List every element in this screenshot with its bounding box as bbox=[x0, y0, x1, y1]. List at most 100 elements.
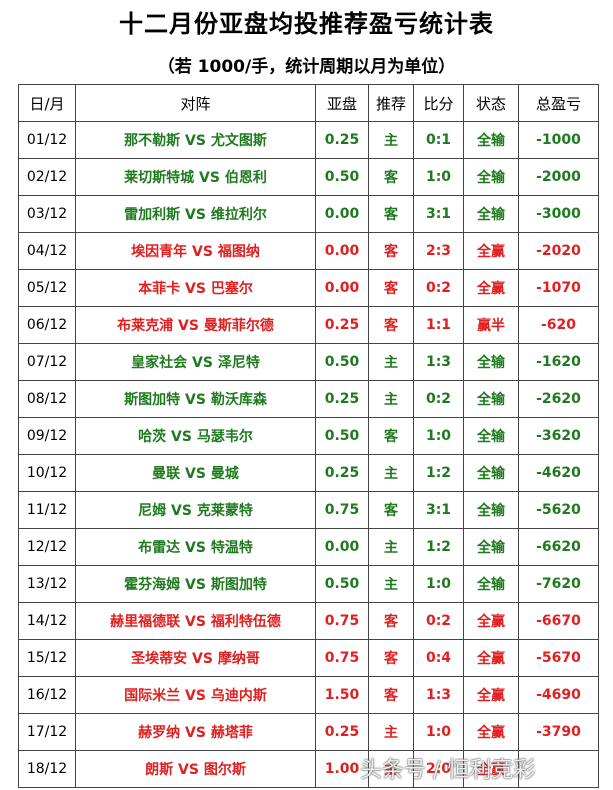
table-cell: 赢半 bbox=[463, 306, 519, 344]
table-cell: 赫里福德联 VS 福利特伍德 bbox=[75, 602, 316, 640]
table-cell: 全赢 bbox=[463, 713, 519, 751]
table-cell: 0.25 bbox=[315, 454, 369, 492]
table-cell: 0.50 bbox=[315, 343, 369, 381]
table-cell: 11/12 bbox=[18, 491, 76, 529]
table-cell: 1:2 bbox=[413, 454, 464, 492]
table-row: 07/12 皇家社会 VS 泽尼特 0.50 主 1:3 全输 -1620 bbox=[18, 343, 599, 381]
table-cell: 07/12 bbox=[18, 343, 76, 381]
table-cell: -6620 bbox=[518, 528, 599, 566]
table-row: 15/12 圣埃蒂安 VS 摩纳哥 0.75 客 0:4 全赢 -5670 bbox=[18, 639, 599, 677]
table-cell: 莱切斯特城 VS 伯恩利 bbox=[75, 158, 316, 196]
table-row: 17/12 赫罗纳 VS 赫塔菲 0.25 主 1:0 全赢 -3790 bbox=[18, 713, 599, 751]
table-cell: 客 bbox=[368, 195, 414, 233]
table-cell: 0:1 bbox=[413, 121, 464, 159]
table-cell: 0:2 bbox=[413, 269, 464, 307]
table-cell: 16/12 bbox=[18, 676, 76, 714]
table-row: 05/12 本菲卡 VS 巴塞尔 0.00 客 0:2 全赢 -1070 bbox=[18, 269, 599, 307]
table-cell: 15/12 bbox=[18, 639, 76, 677]
table-cell: 客 bbox=[368, 602, 414, 640]
table-row: 01/12 那不勒斯 VS 尤文图斯 0.25 主 0:1 全输 -1000 bbox=[18, 121, 599, 159]
table-cell: 客 bbox=[368, 158, 414, 196]
column-header: 推荐 bbox=[368, 84, 414, 122]
table-cell: 主 bbox=[368, 343, 414, 381]
table-cell: 全赢 bbox=[463, 269, 519, 307]
table-row: 12/12 布雷达 VS 特温特 0.00 主 1:2 全输 -6620 bbox=[18, 528, 599, 566]
table-cell: 埃因青年 VS 福图纳 bbox=[75, 232, 316, 270]
table-cell: 0.50 bbox=[315, 158, 369, 196]
header-row: 日/月 对阵 亚盘 推荐 比分 状态 总盈亏 bbox=[18, 84, 599, 122]
table-cell: 主 bbox=[368, 713, 414, 751]
table-cell: 全输 bbox=[463, 528, 519, 566]
table-cell: 04/12 bbox=[18, 232, 76, 270]
table-row: 03/12 雷加利斯 VS 维拉利尔 0.00 客 3:1 全输 -3000 bbox=[18, 195, 599, 233]
table-cell: 全输 bbox=[463, 380, 519, 418]
table-row: 16/12 国际米兰 VS 乌迪内斯 1.50 客 1:3 全赢 -4690 bbox=[18, 676, 599, 714]
table-cell: 0.50 bbox=[315, 565, 369, 603]
table-row: 18/12 朗斯 VS 图尔斯 1.00 主 2:0 全赢 bbox=[18, 750, 599, 788]
table-cell: 0.75 bbox=[315, 639, 369, 677]
table-cell: 0.00 bbox=[315, 195, 369, 233]
table-cell: 全输 bbox=[463, 195, 519, 233]
table-row: 02/12 莱切斯特城 VS 伯恩利 0.50 客 1:0 全输 -2000 bbox=[18, 158, 599, 196]
table-cell: 全输 bbox=[463, 343, 519, 381]
table-cell: 全赢 bbox=[463, 232, 519, 270]
table-cell: 1.50 bbox=[315, 676, 369, 714]
table-cell: 10/12 bbox=[18, 454, 76, 492]
table-cell: -5670 bbox=[518, 639, 599, 677]
table-cell: 朗斯 VS 图尔斯 bbox=[75, 750, 316, 788]
table-cell: 斯图加特 VS 勒沃库森 bbox=[75, 380, 316, 418]
table-cell: -5620 bbox=[518, 491, 599, 529]
table-cell: 本菲卡 VS 巴塞尔 bbox=[75, 269, 316, 307]
table-cell: 0:2 bbox=[413, 380, 464, 418]
subtitle: （若 1000/手，统计周期以月为单位） bbox=[157, 57, 456, 77]
table-cell: 3:1 bbox=[413, 491, 464, 529]
table-cell: 13/12 bbox=[18, 565, 76, 603]
table-cell: 全输 bbox=[463, 565, 519, 603]
column-header: 状态 bbox=[463, 84, 519, 122]
table-cell bbox=[518, 750, 599, 788]
table-cell: 1:3 bbox=[413, 676, 464, 714]
column-header: 对阵 bbox=[75, 84, 316, 122]
table-cell: 0.00 bbox=[315, 269, 369, 307]
table-cell: 18/12 bbox=[18, 750, 76, 788]
table-cell: -4620 bbox=[518, 454, 599, 492]
table-cell: 客 bbox=[368, 232, 414, 270]
table-cell: 客 bbox=[368, 491, 414, 529]
table-cell: 全输 bbox=[463, 454, 519, 492]
column-header: 总盈亏 bbox=[518, 84, 599, 122]
table-cell: 02/12 bbox=[18, 158, 76, 196]
table-cell: -1000 bbox=[518, 121, 599, 159]
watermark: 头条号 / 恒利竞彩 bbox=[360, 758, 536, 783]
table-cell: 主 bbox=[368, 121, 414, 159]
table-cell: 12/12 bbox=[18, 528, 76, 566]
table-cell: 1:0 bbox=[413, 417, 464, 455]
table-cell: 主 bbox=[368, 565, 414, 603]
table-cell: 05/12 bbox=[18, 269, 76, 307]
table-cell: 客 bbox=[368, 676, 414, 714]
table-cell: 主 bbox=[368, 528, 414, 566]
table-cell: -2020 bbox=[518, 232, 599, 270]
table-cell: 主 bbox=[368, 750, 414, 788]
table-cell: 14/12 bbox=[18, 602, 76, 640]
table-cell: 全赢 bbox=[463, 602, 519, 640]
table-cell: 3:1 bbox=[413, 195, 464, 233]
table-row: 11/12 尼姆 VS 克莱蒙特 0.75 客 3:1 全输 -5620 bbox=[18, 491, 599, 529]
table-cell: -6670 bbox=[518, 602, 599, 640]
table-cell: -3000 bbox=[518, 195, 599, 233]
table-cell: 哈茨 VS 马瑟韦尔 bbox=[75, 417, 316, 455]
table-cell: 0.25 bbox=[315, 380, 369, 418]
table-row: 14/12 赫里福德联 VS 福利特伍德 0.75 客 0:2 全赢 -6670 bbox=[18, 602, 599, 640]
table-cell: 雷加利斯 VS 维拉利尔 bbox=[75, 195, 316, 233]
table-cell: 皇家社会 VS 泽尼特 bbox=[75, 343, 316, 381]
table-cell: 1:0 bbox=[413, 565, 464, 603]
table-cell: -2620 bbox=[518, 380, 599, 418]
table-body: 01/12 那不勒斯 VS 尤文图斯 0.25 主 0:1 全输 -1000 02/12 莱切斯… bbox=[18, 121, 599, 788]
table-cell: -4690 bbox=[518, 676, 599, 714]
table-cell: 0.00 bbox=[315, 528, 369, 566]
table-cell: 1:0 bbox=[413, 713, 464, 751]
table-cell: 主 bbox=[368, 454, 414, 492]
table-cell: -3790 bbox=[518, 713, 599, 751]
column-header: 比分 bbox=[413, 84, 464, 122]
table-row: 04/12 埃因青年 VS 福图纳 0.00 客 2:3 全赢 -2020 bbox=[18, 232, 599, 270]
